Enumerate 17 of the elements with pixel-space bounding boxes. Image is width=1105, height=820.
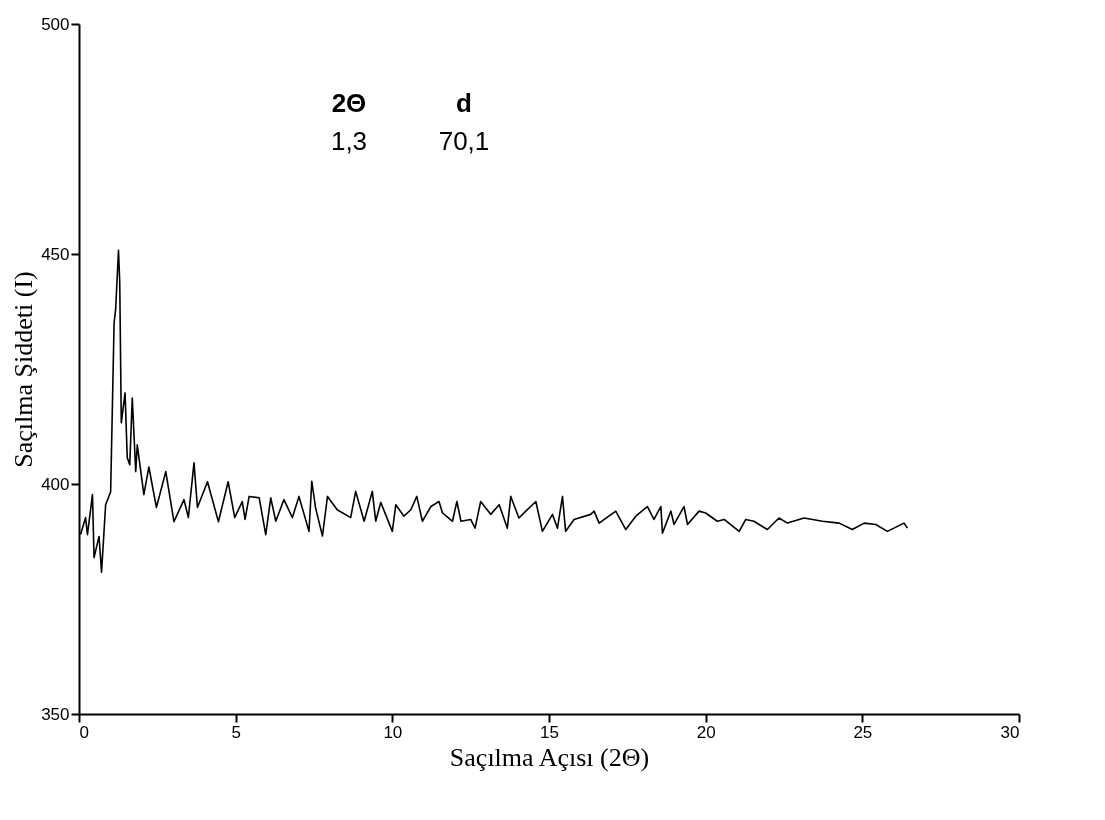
y-tick-label: 400 <box>41 474 70 494</box>
y-axis-title: Saçılma Şiddeti (I) <box>9 271 39 468</box>
x-axis-title: Saçılma Açısı (2Θ) <box>449 742 650 772</box>
x-tick-label: 10 <box>383 722 403 742</box>
x-tick-label: 5 <box>231 722 241 742</box>
annotation: 70,1 <box>438 126 490 156</box>
x-tick-label: 25 <box>853 722 873 742</box>
x-tick-label: 30 <box>1000 722 1020 742</box>
x-tick-label: 20 <box>696 722 716 742</box>
annotation: d <box>456 88 472 118</box>
y-tick-label: 450 <box>41 244 70 264</box>
annotation: 2Θ <box>331 88 367 118</box>
annotation: 1,3 <box>330 126 368 156</box>
x-tick-label: 0 <box>79 722 89 742</box>
y-tick-label: 500 <box>41 14 70 34</box>
y-tick-label: 350 <box>41 704 70 724</box>
x-tick-label: 15 <box>540 722 559 742</box>
